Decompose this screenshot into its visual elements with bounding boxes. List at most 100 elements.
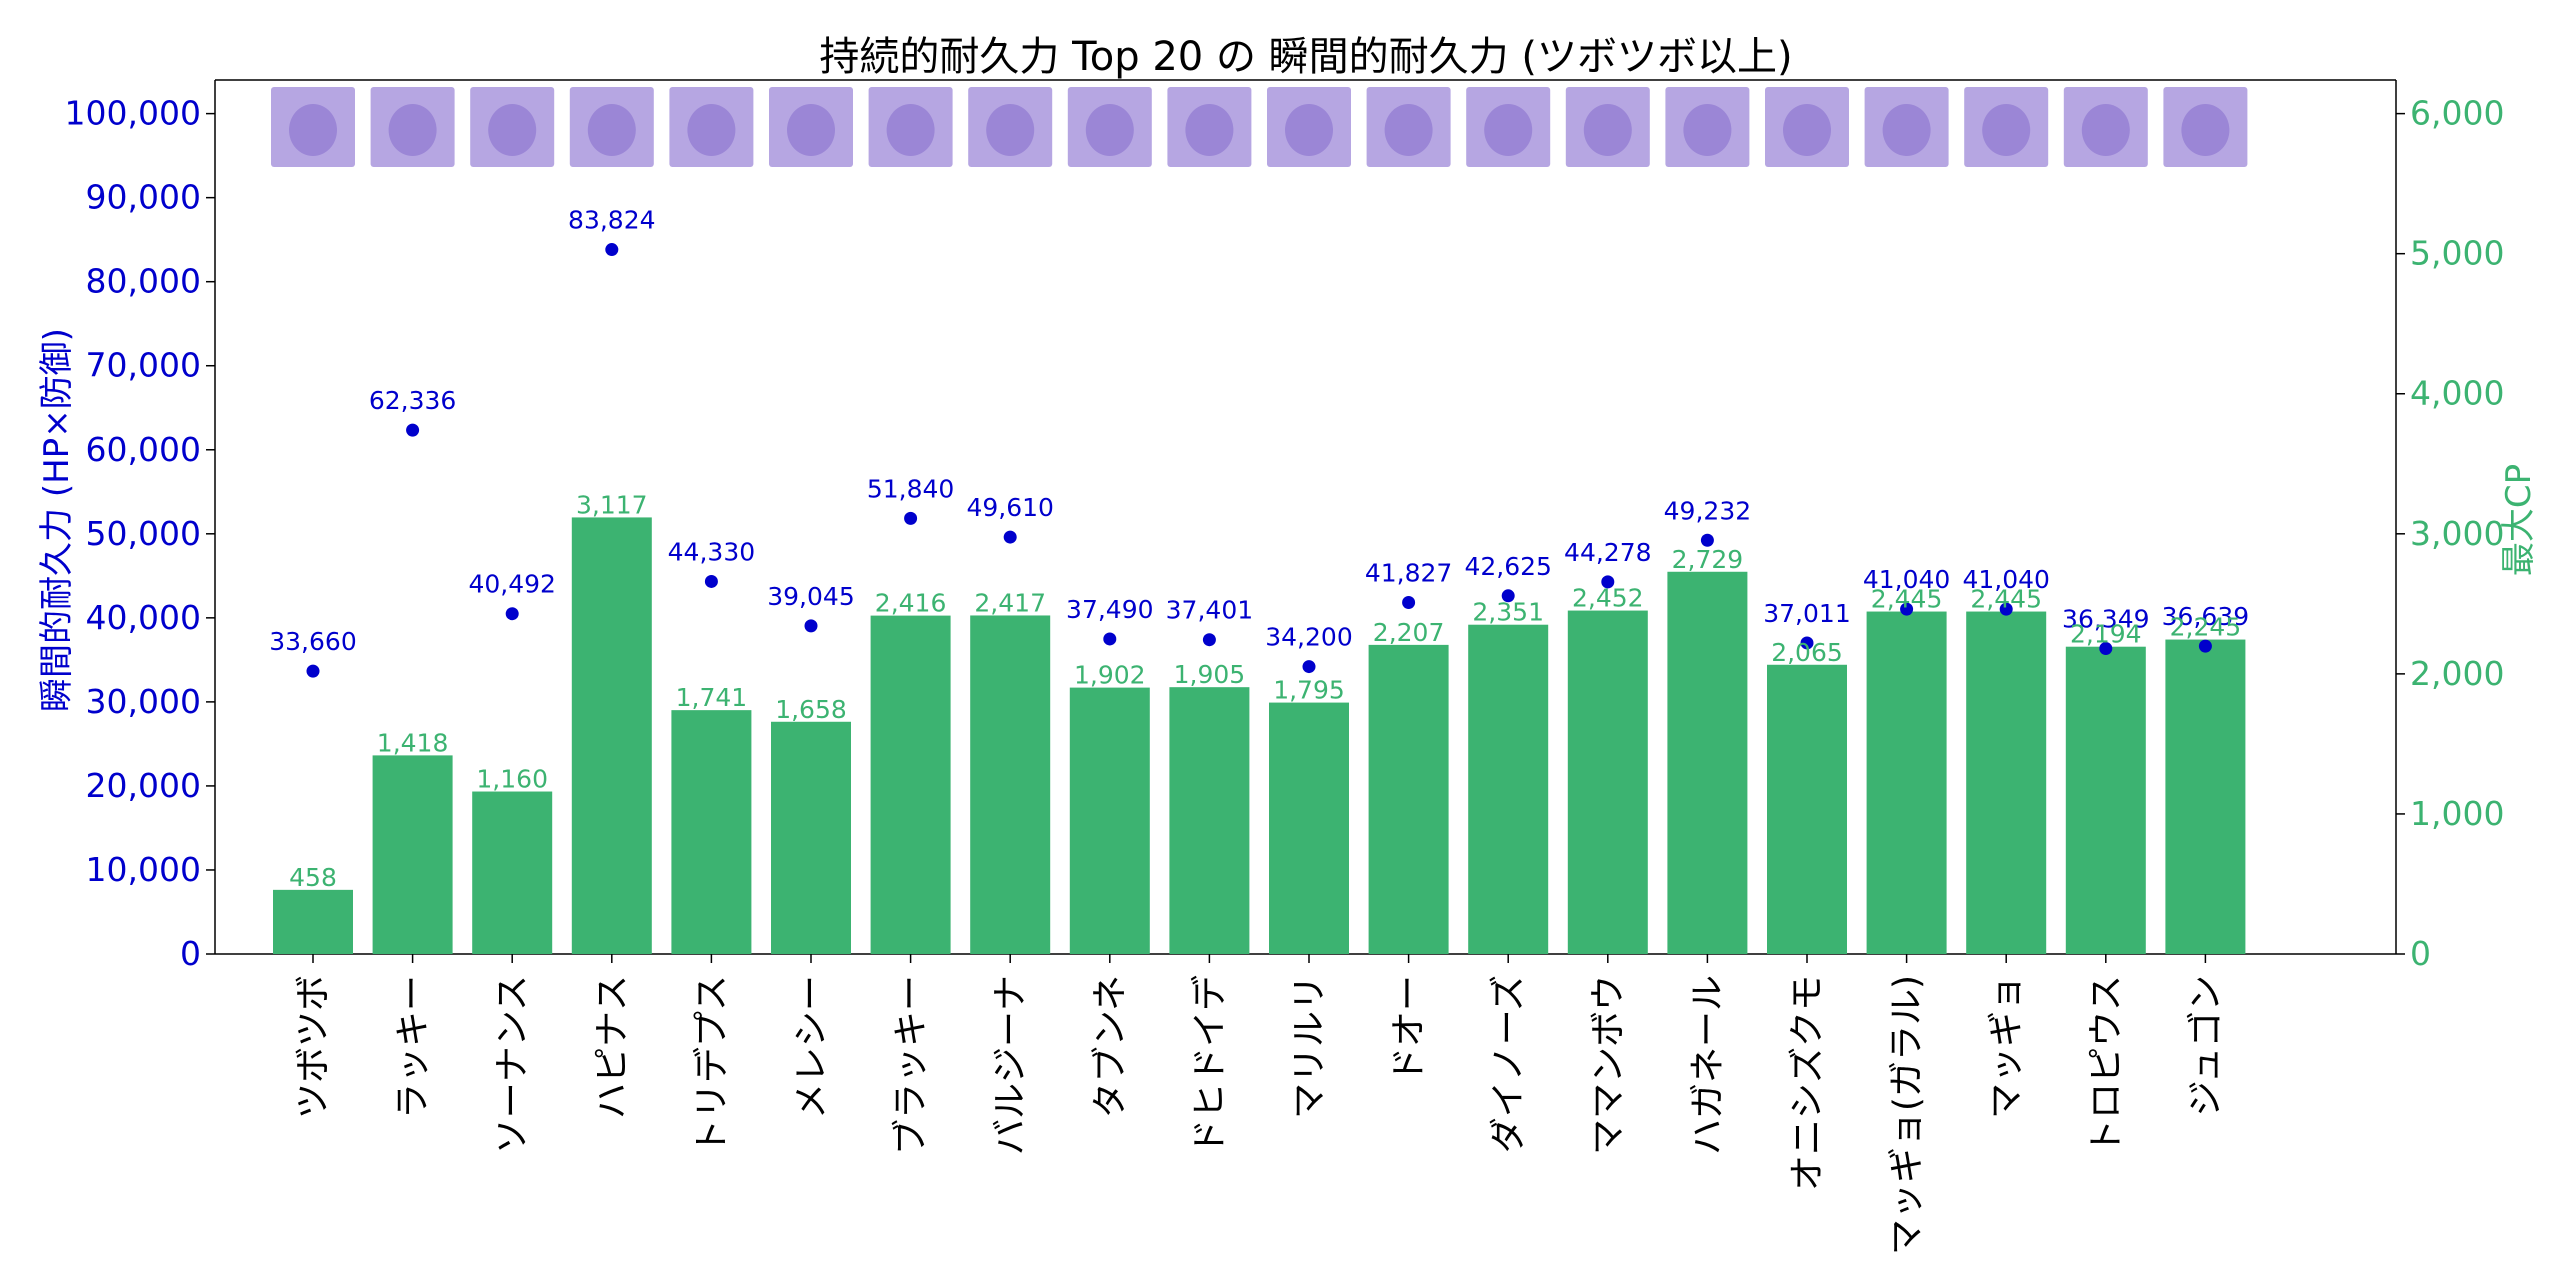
pokemon-images-layer [271,87,2248,167]
bar-label: 1,795 [1273,676,1345,705]
bar-label: 2,445 [1970,585,2042,614]
pokemon-silhouette [488,104,537,156]
x-tick-label: トロピウス [2086,975,2127,1155]
point [1402,595,1416,609]
point-label: 39,045 [767,582,854,611]
x-tick-label: ママンボウ [1588,975,1629,1155]
y-left-tick-label: 0 [180,934,201,973]
bar [1368,644,1449,954]
pokemon-silhouette [289,104,337,156]
point [1999,602,2013,616]
pokemon-silhouette [687,104,736,156]
x-tick-label: ラッキー [393,975,434,1119]
y-left-tick-label: 30,000 [86,682,201,721]
pokemon-image-dewgong [2163,87,2248,167]
point [904,511,918,525]
bar [372,755,453,954]
bar-label: 2,416 [875,589,947,618]
bar-label: 458 [289,863,337,892]
point [306,664,320,678]
bar-label: 2,207 [1373,618,1445,647]
bar [1169,687,1250,954]
pokemon-silhouette [587,104,636,156]
bar-label: 1,658 [775,695,847,724]
x-tick-label: ハガネール [1687,975,1728,1155]
bar [1468,624,1549,954]
bar-label: 1,160 [476,765,548,794]
x-tick-label: マッギョ [1986,975,2027,1119]
x-tick-label: ジュゴン [2185,975,2226,1116]
pokemon-image-shuckle [271,87,355,167]
y-left-tick-label: 10,000 [86,850,201,889]
pokemon-silhouette [1085,104,1134,156]
bar [2065,646,2146,954]
chart-title: 持続的耐久力 Top 20 の 瞬間的耐久力 (ツボツボ以上) [819,34,1792,80]
x-tick-label: マッギョ(ガラル) [1887,975,1928,1255]
y-right-tick-label: 2,000 [2410,654,2504,693]
point-label: 51,840 [867,474,954,503]
bar [1069,687,1150,954]
y-left-tick-label: 70,000 [86,346,201,385]
x-tick-label: ドヒドイデ [1189,975,1230,1155]
pokemon-silhouette [388,104,437,156]
pokemon-silhouette [1384,104,1433,156]
bar [2165,639,2246,954]
x-tick-label: トリデプス [691,975,732,1155]
x-tick-label: ソーナンス [492,975,533,1154]
pokemon-silhouette [1683,104,1732,156]
point-label: 40,492 [468,570,555,599]
pokemon-image-quagsire [1366,87,1451,167]
x-tick-label: ブラッキー [891,975,932,1155]
point-label: 36,639 [2162,602,2249,631]
point-label: 37,401 [1166,596,1253,625]
y-left-tick-label: 80,000 [86,262,201,301]
bar [771,721,851,954]
y-right-tick-label: 1,000 [2410,794,2504,833]
bar [1767,664,1847,954]
pokemon-silhouette [2181,104,2230,156]
pokemon-silhouette [1285,104,1333,156]
bar-label: 2,245 [2170,613,2242,642]
pokemon-image-steelix [1665,87,1750,167]
pokemon-image-alomomola [1565,87,1650,167]
point-label: 37,011 [1763,599,1850,628]
point [1202,633,1216,647]
pokemon-silhouette [1882,104,1931,156]
bar [870,615,951,954]
pokemon-silhouette [886,104,935,156]
pokemon-silhouette [1982,104,2031,156]
bars-layer [273,517,2246,954]
point-label: 41,040 [1863,565,1950,594]
y-right-tick-label: 6,000 [2410,94,2504,133]
x-tick-label: ドオー [1389,975,1430,1083]
axes-layer: 0 10,000 20,000 30,000 40,000 50,000 60,000 70,… [37,79,2539,1255]
bar-label: 2,445 [1871,585,1943,614]
bar-label: 2,452 [1572,584,1644,613]
bar [970,615,1051,954]
bar [472,791,553,954]
point [1003,530,1017,544]
pokemon-image-probopass [1466,87,1551,167]
bar-label: 2,194 [2070,620,2142,649]
bar [273,889,353,954]
point [1601,575,1615,589]
pokemon-image-galarian-stunfisk [1864,87,1949,167]
bar-label: 2,351 [1472,598,1544,627]
pokemon-image-chansey [370,87,455,167]
bar-label: 2,729 [1672,545,1744,574]
point-label: 62,336 [369,386,456,415]
bar-label: 2,417 [974,588,1046,617]
bar-label: 1,418 [377,728,449,757]
x-tick-label: タブンネ [1090,975,1131,1118]
pokemon-image-audino [1067,87,1152,167]
y-left-tick-label: 90,000 [86,178,201,217]
point [1103,632,1117,646]
bar-label: 1,741 [676,683,748,712]
y-left-tick-label: 50,000 [86,514,201,553]
point-label: 44,278 [1564,538,1651,567]
points-layer [306,243,2212,678]
bar-label: 1,902 [1074,661,1146,690]
pokemon-silhouette [986,104,1035,156]
pokemon-image-blissey [569,87,654,167]
x-tick-label: メレシー [791,975,832,1119]
